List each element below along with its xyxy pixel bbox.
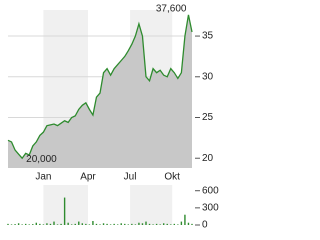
x-tick-label: Apr	[80, 172, 96, 183]
max-label: 37,600	[156, 4, 187, 15]
volume-bar	[170, 224, 172, 225]
volume-bar	[184, 214, 186, 225]
volume-bar	[78, 221, 80, 225]
volume-bar	[166, 223, 168, 225]
volume-bar	[191, 223, 193, 225]
volume-bar	[92, 221, 94, 225]
volume-bar	[35, 222, 38, 225]
y-tick-label: 30	[202, 71, 214, 82]
volume-bar	[152, 224, 154, 225]
volume-bar	[162, 223, 165, 225]
volume-bar	[56, 224, 59, 225]
volume-bar	[67, 222, 69, 225]
volume-bar	[60, 223, 62, 225]
volume-bar	[28, 224, 30, 225]
volume-bar	[10, 224, 13, 225]
volume-bar	[138, 222, 140, 225]
chart: 20 25 30 35 37,600 20,000 Jan Apr Jul Okt 0 300 600	[7, 4, 219, 231]
volume-bar	[131, 223, 133, 225]
volume-bar	[14, 224, 16, 225]
volume-bar	[46, 223, 48, 225]
volume-bar	[95, 223, 98, 225]
volume-bar	[53, 221, 55, 225]
volume-bar	[42, 224, 45, 225]
volume-bar	[148, 223, 151, 225]
volume-bar	[81, 223, 84, 225]
volume-bar	[180, 221, 183, 225]
volume-bar	[63, 197, 66, 225]
volume-bar	[74, 223, 76, 225]
x-tick-label: Jul	[124, 172, 137, 183]
volume-bar	[109, 224, 112, 225]
volume-bar	[88, 224, 91, 225]
volume-bar	[99, 224, 101, 225]
quarter-band	[43, 185, 88, 225]
volume-bar	[116, 224, 119, 225]
volume-bar	[106, 223, 108, 225]
volume-bar	[120, 223, 122, 225]
volume-bar	[70, 224, 73, 225]
volume-bar	[85, 223, 87, 225]
y-tick-label: 20	[202, 153, 214, 164]
y-tick-label: 35	[202, 31, 214, 42]
volume-bar	[39, 223, 41, 225]
price-line	[7, 14, 193, 160]
volume-bar	[177, 224, 179, 225]
volume-bar	[187, 222, 190, 225]
volume-bar	[134, 224, 137, 225]
volume-bar	[7, 223, 9, 225]
volume-bar	[24, 223, 27, 225]
volume-bar	[127, 224, 130, 225]
volume-bar	[145, 221, 147, 225]
volume-bar	[124, 223, 126, 225]
price-area	[8, 14, 192, 169]
y-tick-label: 600	[202, 185, 219, 196]
volume-bar	[159, 224, 161, 225]
volume-bar	[173, 223, 176, 225]
volume-bar	[49, 223, 52, 225]
min-label: 20,000	[26, 154, 57, 165]
volume-bar	[21, 224, 23, 225]
volume-bar	[141, 223, 144, 225]
volume-bar	[113, 223, 115, 225]
volume-bar	[102, 223, 105, 225]
quarter-band	[130, 185, 173, 225]
y-tick-label: 25	[202, 112, 214, 123]
volume-bar	[17, 223, 20, 225]
x-tick-label: Jan	[35, 172, 51, 183]
x-tick-label: Okt	[164, 172, 180, 183]
volume-bar	[155, 223, 158, 225]
y-tick-label: 0	[202, 220, 208, 231]
y-tick-label: 300	[202, 202, 219, 213]
volume-bar	[32, 224, 34, 225]
